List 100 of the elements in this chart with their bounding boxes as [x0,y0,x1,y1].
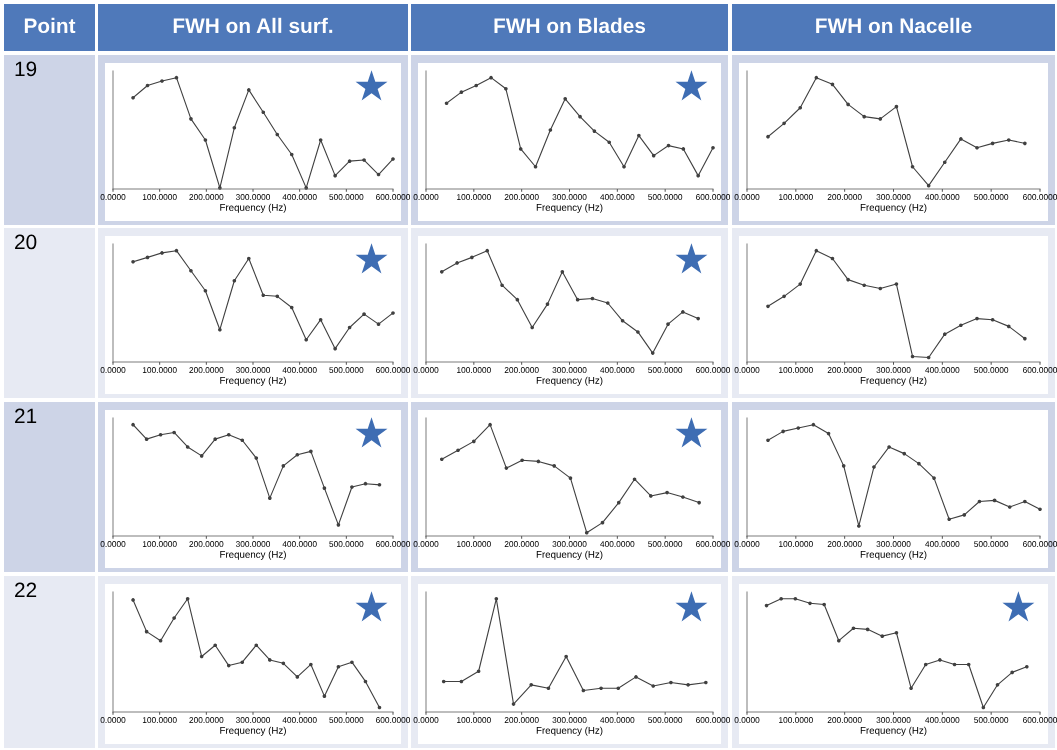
point [199,454,204,458]
point [992,498,997,503]
point [564,654,568,659]
point [952,662,957,667]
point [295,452,300,457]
point [650,351,655,355]
point [637,133,641,138]
point [304,337,309,342]
point [990,317,995,322]
point [350,660,354,664]
point [1025,664,1029,669]
point [518,147,523,151]
y-axis-title: 22 [15,582,37,598]
point [910,164,915,169]
x-tick-label: 200.0000 [504,717,539,723]
x-tick-label: 400.0000 [600,541,635,547]
x-tick-label: 300.0000 [876,367,911,373]
point [981,705,986,710]
x-tick-label: 500.0000 [329,717,364,723]
point [681,495,685,499]
point [160,79,164,83]
x-tick-label: 500.0000 [648,717,683,723]
point [616,686,621,691]
point [474,83,479,88]
annotation: ★ [675,243,708,274]
point [488,422,492,427]
point [185,445,190,449]
x-axis-title: Frequency (Hz) [220,726,286,736]
point [281,661,286,666]
point [439,270,444,274]
point [1006,138,1011,142]
point [651,153,656,158]
point [376,172,381,177]
point [995,683,1000,687]
x-tick-label: 500.0000 [648,541,683,547]
point [814,75,819,80]
x-axis-title: Frequency (Hz) [536,550,603,560]
x-tick-label: 100.0000 [142,194,177,200]
x-tick-label: 0.0000 [734,541,760,547]
x-axis-title: Frequency (Hz) [220,203,286,213]
point [798,105,803,110]
point [530,325,534,330]
point [575,297,580,302]
x-tick-label: 100.0000 [457,194,491,200]
point [494,596,499,601]
point [862,114,867,119]
x-axis-title: Frequency (Hz) [860,726,927,736]
point [232,278,237,283]
x-tick-label: 500.0000 [329,194,364,200]
point [489,75,493,80]
x-tick-label: 400.0000 [282,717,317,723]
point [185,596,190,601]
point [846,102,850,107]
point [917,461,921,466]
point [267,496,272,500]
point [607,140,612,145]
x-tick-label: 400.0000 [600,367,635,373]
x-tick-label: 200.0000 [827,717,862,723]
x-tick-label: 0.0000 [734,194,760,200]
point [1010,670,1014,675]
point [275,132,280,137]
y-axis-title: 21 [15,408,37,424]
x-tick-label: 200.0000 [504,367,539,373]
point [261,110,266,114]
point [894,630,899,635]
point [318,317,323,322]
x-tick-label: 600.0000 [1023,194,1057,200]
point [322,486,327,490]
point [826,431,831,436]
point [347,325,352,330]
point [333,346,337,351]
point [766,304,770,309]
point [254,456,259,460]
x-tick-label: 200.0000 [189,367,224,373]
annotation: ★ [1002,591,1035,622]
point [533,164,538,169]
point [144,437,149,441]
point [862,283,867,287]
point [529,683,534,687]
point [649,494,653,498]
x-axis-title: Frequency (Hz) [220,550,286,560]
point [500,283,504,287]
x-tick-label: 100.0000 [142,717,177,723]
point [199,654,204,659]
x-tick-label: 0.0000 [413,194,439,200]
x-tick-label: 500.0000 [974,194,1009,200]
x-axis-title: Frequency (Hz) [860,203,927,213]
point [894,282,899,286]
point [336,523,341,527]
x-tick-label: 100.0000 [142,367,177,373]
point [878,286,883,291]
x-tick-label: 0.0000 [413,367,439,373]
point [189,268,193,273]
x-tick-label: 300.0000 [876,717,911,723]
point [962,513,967,517]
point [947,517,951,522]
x-tick-label: 300.0000 [552,717,587,723]
point [1023,141,1027,146]
x-tick-label: 500.0000 [648,367,683,373]
x-tick-label: 600.0000 [376,194,411,200]
